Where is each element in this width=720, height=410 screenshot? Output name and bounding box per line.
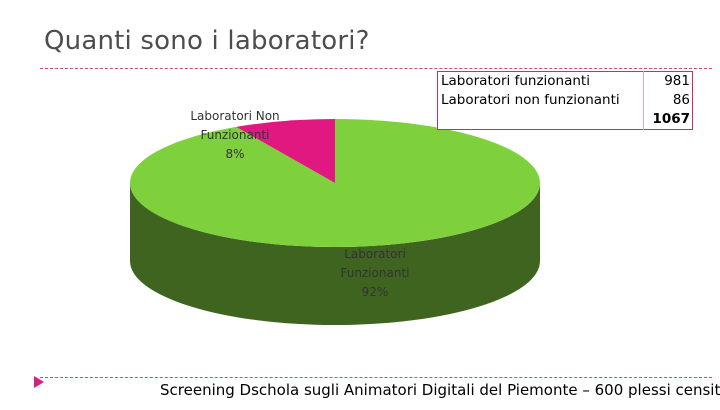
table-row: Laboratori non funzionanti 86 <box>438 91 693 110</box>
table-row: 1067 <box>438 110 693 130</box>
table-cell-value: 981 <box>643 71 693 91</box>
footer-caption: Screening Dschola sugli Animatori Digita… <box>160 381 720 399</box>
label-layer: Laboratori Funzionanti 92% Laboratori Non Fu… <box>190 109 409 299</box>
slice-non-functioning <box>236 119 335 183</box>
label-functioning-line: Laboratori <box>344 247 406 261</box>
label-functioning: Laboratori Funzionanti 92% <box>340 247 409 299</box>
label-non-functioning-line: 8% <box>225 147 244 161</box>
top-divider <box>40 68 712 69</box>
label-non-functioning: Laboratori Non Funzionanti 8% <box>190 109 279 161</box>
table-cell-total: 1067 <box>643 110 693 130</box>
label-non-functioning-line: Laboratori Non <box>190 109 279 123</box>
label-non-functioning-line: Funzionanti <box>200 128 269 142</box>
table-cell-name: Laboratori non funzionanti <box>441 92 620 108</box>
bottom-divider <box>40 377 712 378</box>
table-cell-name: Laboratori funzionanti <box>441 73 590 89</box>
pie-layer <box>130 119 541 325</box>
page-title: Quanti sono i laboratori? <box>44 26 370 56</box>
table-row: Laboratori funzionanti 981 <box>438 71 693 91</box>
slice-functioning-side <box>130 183 540 325</box>
table-cell-value: 86 <box>643 91 693 110</box>
table-cell-name <box>438 110 644 130</box>
label-functioning-line: 92% <box>362 285 389 299</box>
data-table: Laboratori funzionanti 981 Laboratori no… <box>437 71 693 130</box>
label-functioning-line: Funzionanti <box>340 266 409 280</box>
bullet-arrow-icon <box>34 376 44 388</box>
